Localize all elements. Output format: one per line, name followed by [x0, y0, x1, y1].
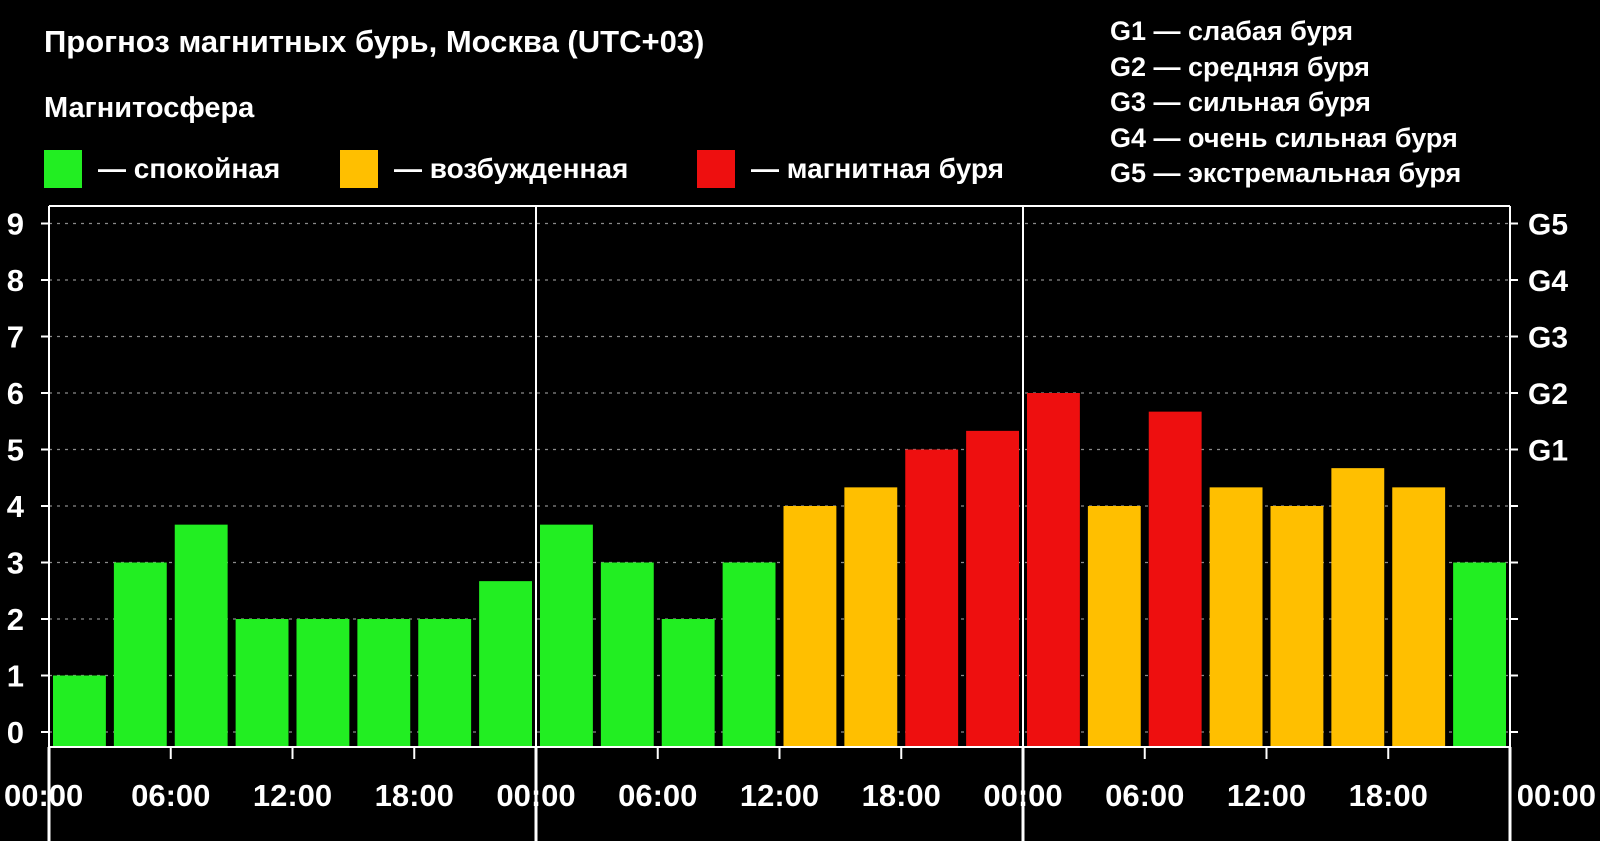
- bar: [418, 619, 472, 747]
- x-tick-label: 12:00: [1227, 778, 1306, 813]
- legend-swatch-storm: [697, 150, 735, 188]
- g-level-1: G1 — слабая буря: [1110, 16, 1354, 46]
- legend-item-active: — возбужденная: [340, 150, 628, 188]
- bar: [174, 524, 228, 747]
- g-level-3: G3 — сильная буря: [1110, 87, 1371, 117]
- bar: [1270, 506, 1324, 747]
- bar: [1027, 393, 1080, 747]
- bar: [235, 619, 289, 747]
- bar: [905, 449, 959, 747]
- y-tick-label: 0: [7, 715, 24, 750]
- bar: [1209, 487, 1263, 747]
- bar: [966, 430, 1019, 747]
- legend-item-storm: — магнитная буря: [697, 150, 1004, 188]
- bar: [1087, 506, 1141, 747]
- g-level-legend: G1 — слабая буря G2 — средняя буря G3 — …: [1110, 14, 1461, 192]
- chart-subtitle: Магнитосфера: [44, 92, 255, 124]
- g-level-2: G2 — средняя буря: [1110, 51, 1370, 82]
- y-tick-label: 6: [7, 376, 24, 411]
- legend-item-quiet: — спокойная: [44, 150, 280, 188]
- bar: [53, 675, 106, 747]
- legend-label-storm: — магнитная буря: [751, 153, 1004, 184]
- y-tick-label: 1: [7, 659, 24, 694]
- x-tick-label: 06:00: [1105, 778, 1184, 813]
- x-tick-label: 00:00: [4, 778, 83, 813]
- y-tick-label: 8: [7, 263, 24, 298]
- y-tick-label: 5: [7, 433, 24, 468]
- y-tick-label: 7: [7, 320, 24, 355]
- x-tick-label: 06:00: [618, 778, 697, 813]
- bar: [357, 619, 411, 747]
- legend-label-quiet: — спокойная: [98, 153, 281, 184]
- y-tick-label: 3: [7, 546, 24, 581]
- g-scale-label: G3: [1528, 322, 1568, 355]
- g-scale-label: G1: [1528, 435, 1568, 468]
- g-scale-label: G2: [1528, 378, 1568, 411]
- bar: [113, 562, 167, 747]
- bar: [783, 506, 837, 747]
- y-tick-label: 4: [7, 489, 25, 524]
- x-tick-label: 12:00: [253, 778, 332, 813]
- x-tick-label: 18:00: [375, 778, 454, 813]
- chart-title: Прогноз магнитных бурь, Москва (UTC+03): [44, 24, 705, 59]
- x-tick-label: 00:00: [1517, 778, 1596, 813]
- bar: [540, 524, 593, 747]
- x-tick-label: 12:00: [740, 778, 819, 813]
- bar: [1148, 411, 1202, 747]
- bar: [1331, 468, 1385, 747]
- bar: [479, 581, 532, 747]
- x-tick-label: 18:00: [862, 778, 941, 813]
- x-tick-label: 18:00: [1349, 778, 1428, 813]
- bar: [722, 562, 776, 747]
- bar: [1453, 562, 1506, 747]
- g-level-5: G5 — экстремальная буря: [1110, 158, 1462, 188]
- y-tick-label: 2: [7, 602, 24, 637]
- bar: [600, 562, 654, 747]
- bar: [844, 487, 898, 747]
- legend-swatch-quiet: [44, 150, 82, 188]
- g-scale-label: G5: [1528, 209, 1568, 242]
- bar: [296, 619, 350, 747]
- x-tick-label: 00:00: [983, 778, 1062, 813]
- legend-swatch-active: [340, 150, 378, 188]
- g-scale-label: G4: [1528, 265, 1568, 298]
- y-tick-label: 9: [7, 207, 24, 242]
- x-tick-label: 06:00: [131, 778, 210, 813]
- bar: [1392, 487, 1446, 747]
- legend-label-active: — возбужденная: [394, 153, 629, 184]
- g-level-4: G4 — очень сильная буря: [1110, 122, 1458, 153]
- x-tick-label: 00:00: [496, 778, 575, 813]
- bar: [661, 619, 715, 747]
